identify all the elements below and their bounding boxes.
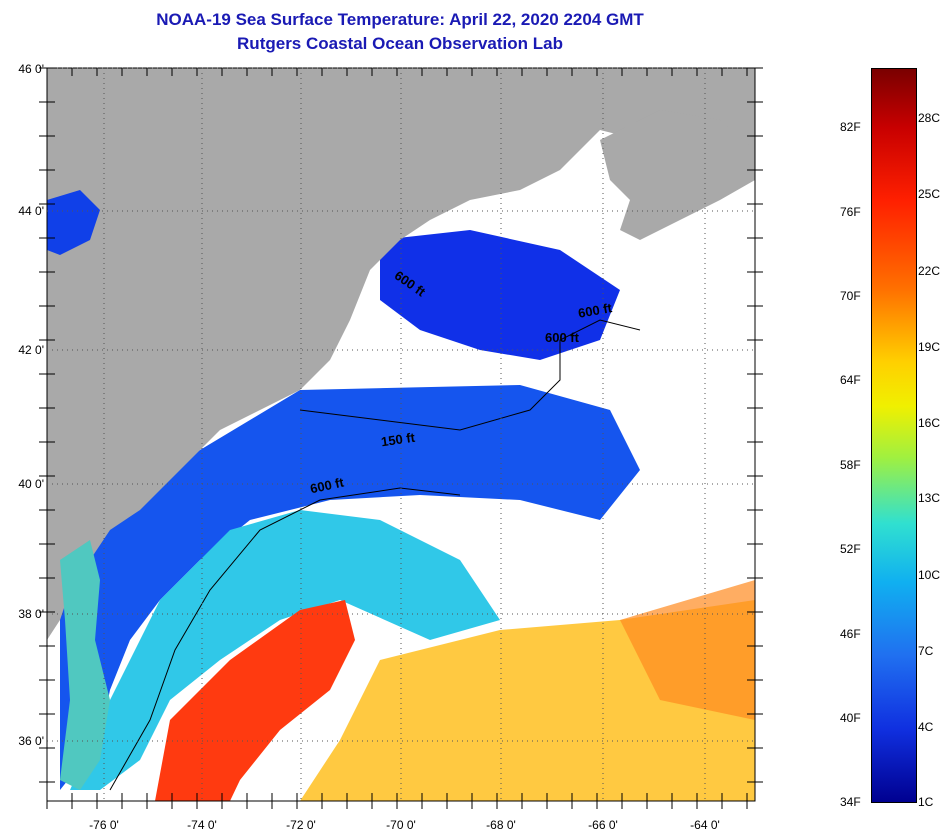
- nova-scotia-land: [600, 110, 755, 240]
- longitude-label: -68 0': [486, 818, 516, 832]
- isobath-line: [109, 487, 461, 791]
- colorbar-c-label: 16C: [918, 416, 941, 430]
- latitude-label: 36 0': [18, 734, 44, 748]
- colorbar-c-label: 10C: [918, 568, 941, 582]
- graticule: [47, 67, 755, 801]
- latitude-label: 38 0': [18, 607, 44, 621]
- cold-water-region: [60, 385, 640, 790]
- colorbar-f-label: 34F: [840, 795, 861, 809]
- longitude-label: -70 0': [386, 818, 416, 832]
- isobath-label: 600 ft: [545, 330, 579, 345]
- colorbar-f-label: 58F: [840, 458, 861, 472]
- colorbar-c-label: 1C: [918, 795, 934, 809]
- colorbar-c-label: 25C: [918, 187, 941, 201]
- teal-water-region: [70, 510, 500, 790]
- longitude-label: -74 0': [187, 818, 217, 832]
- longitude-label: -66 0': [588, 818, 618, 832]
- latitude-label: 44 0': [18, 204, 44, 218]
- colorbar-c-label: 28C: [918, 111, 941, 125]
- warm-offshore-water-2: [620, 580, 755, 720]
- gulf-stream-warm-water: [155, 600, 355, 801]
- chesapeake-bay: [60, 540, 110, 790]
- colorbar-f-label: 82F: [840, 120, 861, 134]
- cold-gulf-maine: [380, 230, 620, 360]
- colorbar-c-label: 22C: [918, 264, 941, 278]
- colorbar-f-label: 76F: [840, 205, 861, 219]
- colorbar-c-label: 4C: [918, 720, 934, 734]
- axis-ticks: [39, 67, 763, 809]
- latitude-label: 40 0': [18, 477, 44, 491]
- isobath-line: [299, 319, 641, 431]
- longitude-label: -72 0': [286, 818, 316, 832]
- temperature-colorbar: [871, 68, 917, 803]
- latitude-label: 46 0': [18, 62, 44, 76]
- chart-title: NOAA-19 Sea Surface Temperature: April 2…: [156, 10, 644, 29]
- land-mass: [47, 68, 755, 640]
- chart-subtitle: Rutgers Coastal Ocean Observation Lab: [237, 34, 563, 53]
- longitude-label: -64 0': [690, 818, 720, 832]
- colorbar-f-label: 52F: [840, 542, 861, 556]
- colorbar-f-label: 46F: [840, 627, 861, 641]
- colorbar-f-label: 40F: [840, 711, 861, 725]
- longitude-label: -76 0': [89, 818, 119, 832]
- colorbar-c-label: 13C: [918, 491, 941, 505]
- colorbar-c-label: 7C: [918, 644, 934, 658]
- colorbar-c-label: 19C: [918, 340, 941, 354]
- latitude-label: 42 0': [18, 343, 44, 357]
- colorbar-f-label: 64F: [840, 373, 861, 387]
- colorbar-f-label: 70F: [840, 289, 861, 303]
- great-lake: [47, 190, 100, 255]
